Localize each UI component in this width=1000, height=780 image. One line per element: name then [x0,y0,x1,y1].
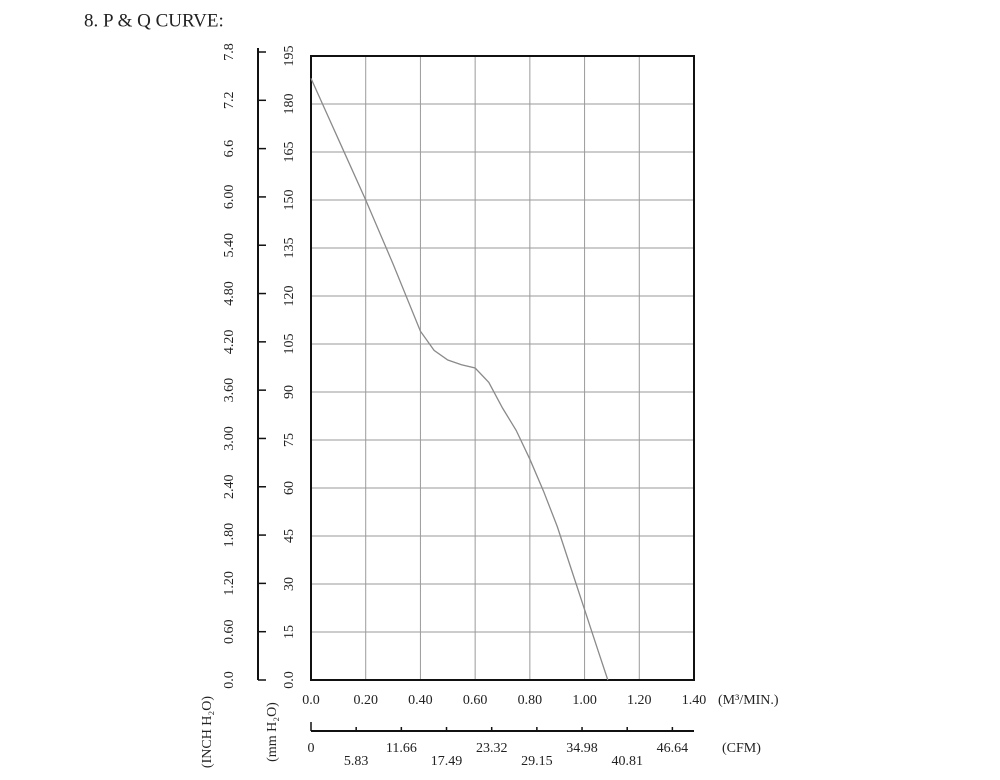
y-tick-label: 180 [282,94,297,115]
x2-tick-label: 34.98 [566,741,598,756]
y2-tick-label: 2.40 [222,475,237,500]
x-tick-label: 1.20 [627,693,652,708]
y-tick-label: 135 [282,238,297,259]
y2-tick-label: 5.40 [222,233,237,258]
x-tick-label: 0.0 [302,693,320,708]
y2-tick-label: 6.6 [222,140,237,158]
x2-tick-label: 0 [308,741,315,756]
x-tick-label: 0.40 [408,693,433,708]
x-tick-label: 1.00 [572,693,597,708]
y-tick-label: 0.0 [282,671,297,689]
x-tick-label: 0.20 [353,693,378,708]
y2-tick-label: 0.60 [222,619,237,644]
x2-tick-label: 46.64 [657,741,689,756]
x-tick-label: 0.80 [518,693,543,708]
x-tick-label: 1.40 [682,693,707,708]
y-tick-label: 90 [282,385,297,399]
x2-tick-label: 5.83 [344,754,369,769]
y2-tick-label: 0.0 [222,671,237,689]
y-tick-label: 75 [282,433,297,447]
x2-axis-title: (CFM) [722,741,761,756]
y2-tick-label: 4.80 [222,281,237,306]
y2-tick-label: 7.8 [222,43,237,61]
y-tick-label: 30 [282,577,297,591]
x-axis-title: (M³/MIN.) [718,693,779,708]
pq-curve [310,78,609,681]
y2-tick-label: 3.00 [222,426,237,451]
y-tick-label: 45 [282,529,297,543]
x2-tick-label: 40.81 [611,754,643,769]
x2-tick-label: 23.32 [476,741,508,756]
y2-tick-label: 1.80 [222,523,237,548]
y-tick-label: 105 [282,334,297,355]
y-tick-label: 60 [282,481,297,495]
x2-tick-label: 17.49 [431,754,463,769]
y2-tick-label: 4.20 [222,330,237,355]
y2-axis-title: (INCH H₂O) [200,696,215,768]
y-tick-label: 195 [282,46,297,67]
y2-tick-label: 6.00 [222,185,237,210]
y-tick-label: 120 [282,286,297,307]
y-tick-label: 15 [282,625,297,639]
x2-tick-label: 29.15 [521,754,553,769]
y-axis-title: (mm H₂O) [265,702,280,762]
y-tick-label: 165 [282,142,297,163]
chart-title: 8. P & Q CURVE: [84,10,224,31]
plot-border [310,55,695,681]
x-tick-label: 0.60 [463,693,488,708]
y-tick-label: 150 [282,190,297,211]
y2-tick-label: 7.2 [222,92,237,110]
x2-tick-label: 11.66 [386,741,417,756]
y2-tick-label: 1.20 [222,571,237,596]
y2-tick-label: 3.60 [222,378,237,403]
